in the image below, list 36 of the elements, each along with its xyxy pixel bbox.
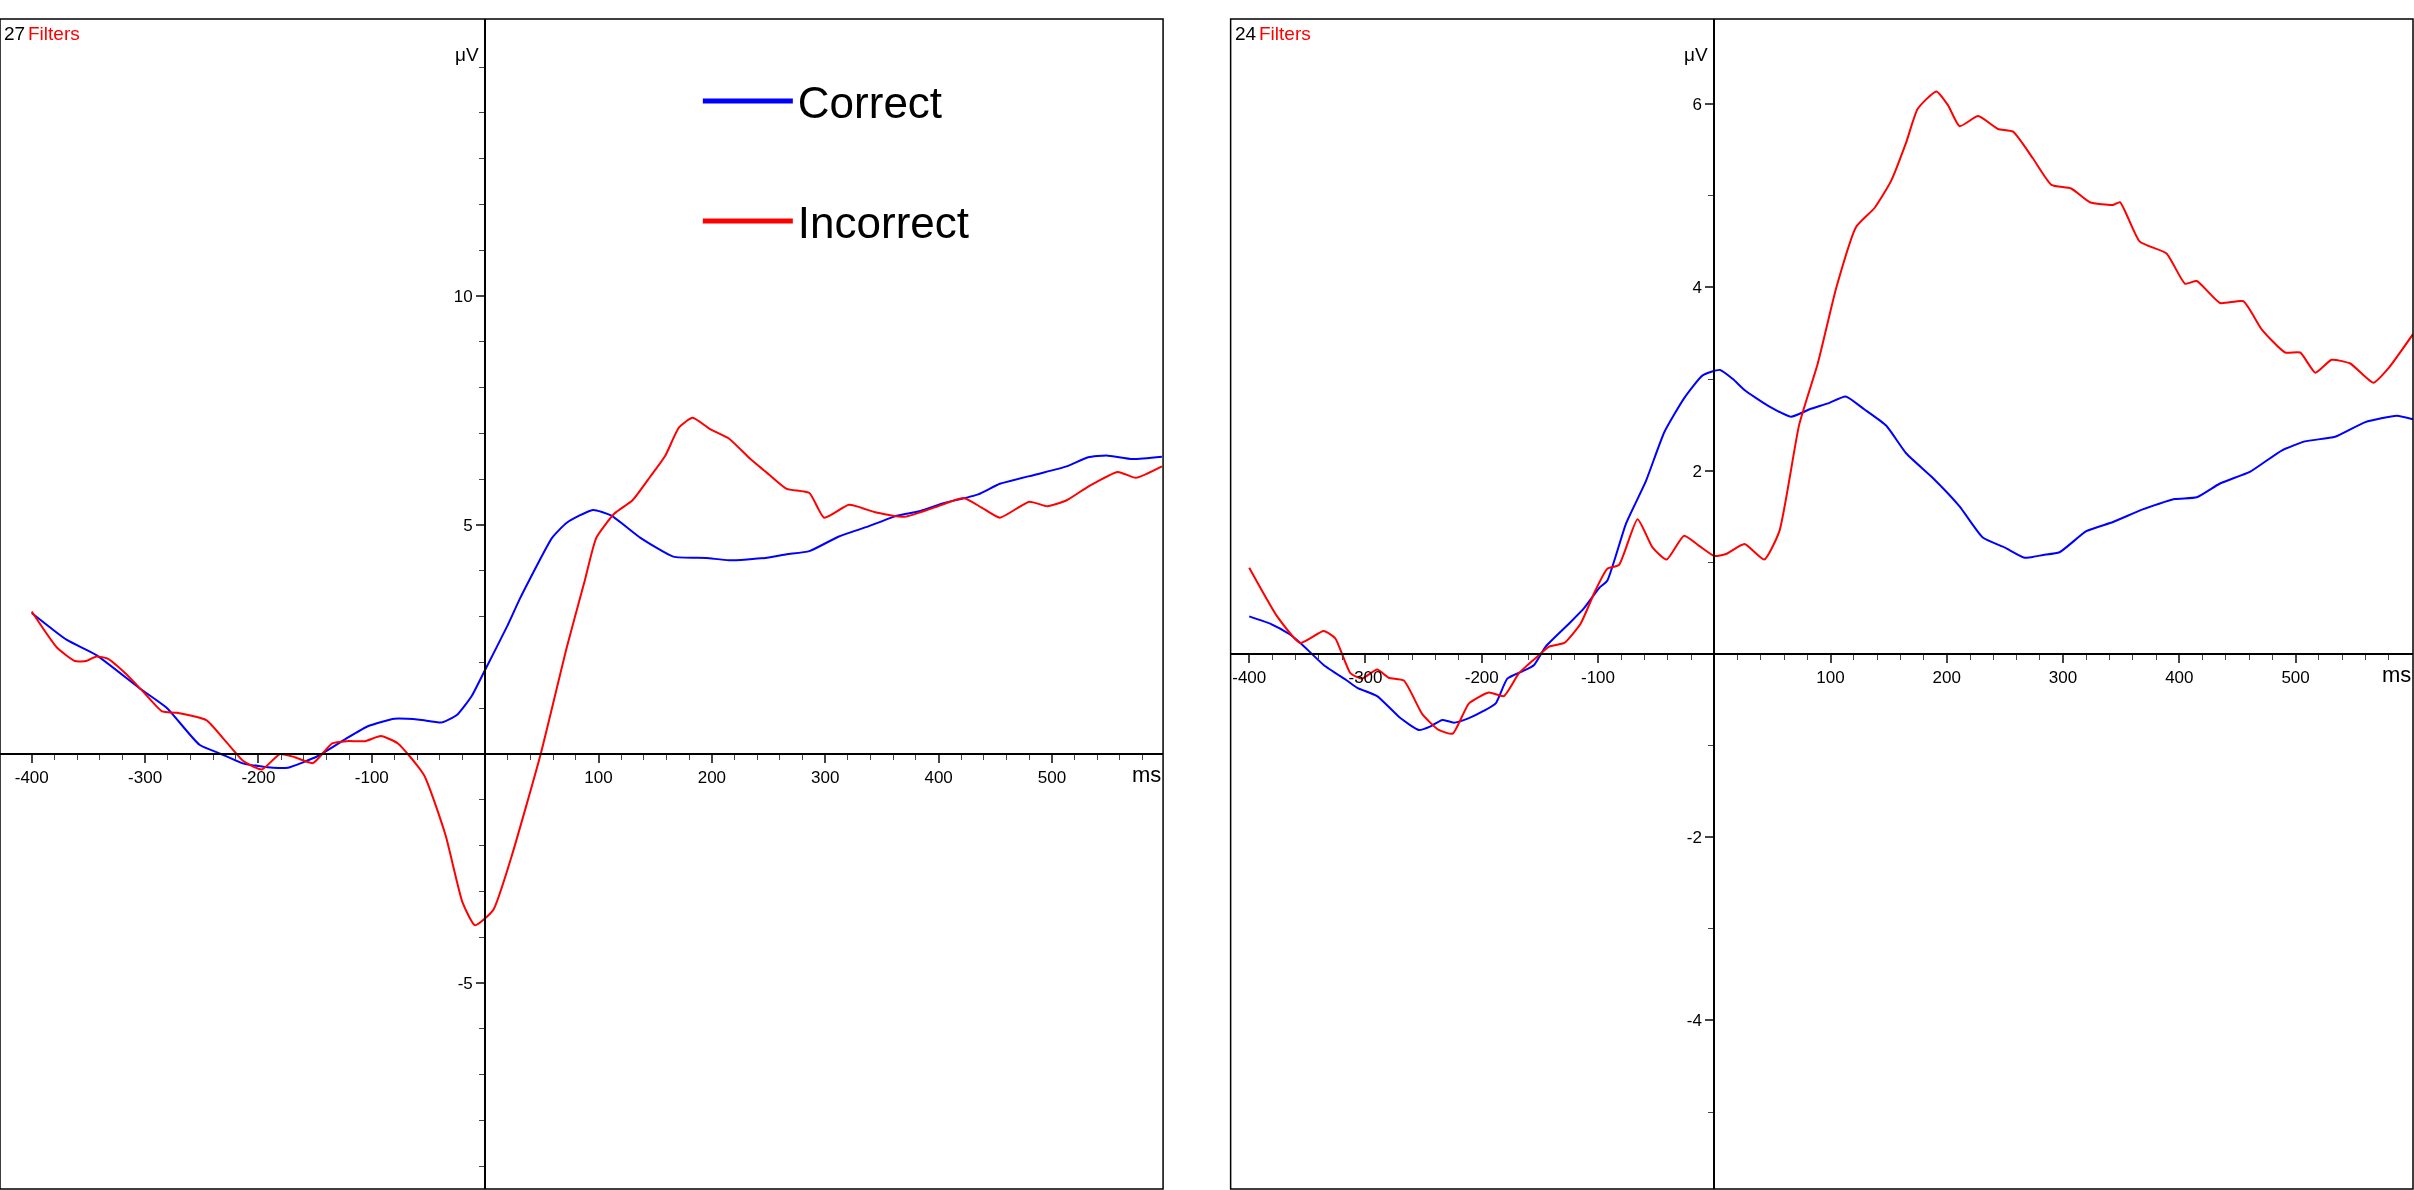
x-tick-label: -300 bbox=[128, 768, 163, 788]
y-axis-title: μV bbox=[1684, 44, 1708, 65]
x-axis-title: ms bbox=[1132, 762, 1162, 787]
y-tick-label: -2 bbox=[1686, 828, 1702, 848]
x-tick-label: -200 bbox=[241, 768, 276, 788]
annotation: 27 bbox=[4, 23, 26, 44]
y-tick-label: 2 bbox=[1692, 461, 1702, 481]
x-tick-label: 100 bbox=[1816, 668, 1845, 688]
x-tick-label: -400 bbox=[14, 768, 49, 788]
x-tick-label: 400 bbox=[924, 768, 953, 788]
x-tick-label: -100 bbox=[1580, 668, 1616, 688]
y-tick-label: 4 bbox=[1692, 278, 1702, 298]
y-tick-label: -4 bbox=[1686, 1011, 1702, 1031]
y-tick-label: 6 bbox=[1692, 95, 1702, 115]
annotation: Filters bbox=[1259, 23, 1311, 44]
x-tick-label: -100 bbox=[354, 768, 389, 788]
annotation: Filters bbox=[28, 23, 80, 44]
x-tick-label: 400 bbox=[2165, 668, 2194, 688]
x-tick-label: 200 bbox=[1932, 668, 1961, 688]
x-tick-label: -200 bbox=[1464, 668, 1499, 688]
legend-label: Correct bbox=[797, 78, 943, 128]
x-tick-label: 500 bbox=[2281, 668, 2310, 688]
y-axis-title: μV bbox=[455, 44, 479, 65]
y-tick-label: 5 bbox=[463, 515, 473, 535]
legend-label: Incorrect bbox=[797, 198, 970, 248]
line-series bbox=[30, 454, 1163, 769]
x-tick-label: -400 bbox=[1232, 668, 1267, 688]
x-axis-title: ms bbox=[2382, 662, 2412, 687]
x-tick-label: 200 bbox=[697, 768, 727, 788]
x-tick-label: 100 bbox=[584, 768, 613, 788]
x-tick-label: 500 bbox=[1037, 768, 1067, 788]
y-tick-label: 10 bbox=[453, 287, 473, 306]
x-tick-label: 300 bbox=[2048, 668, 2078, 688]
annotation: 24 bbox=[1235, 23, 1257, 44]
x-tick-label: 300 bbox=[811, 768, 840, 788]
y-tick-label: -5 bbox=[457, 973, 473, 993]
